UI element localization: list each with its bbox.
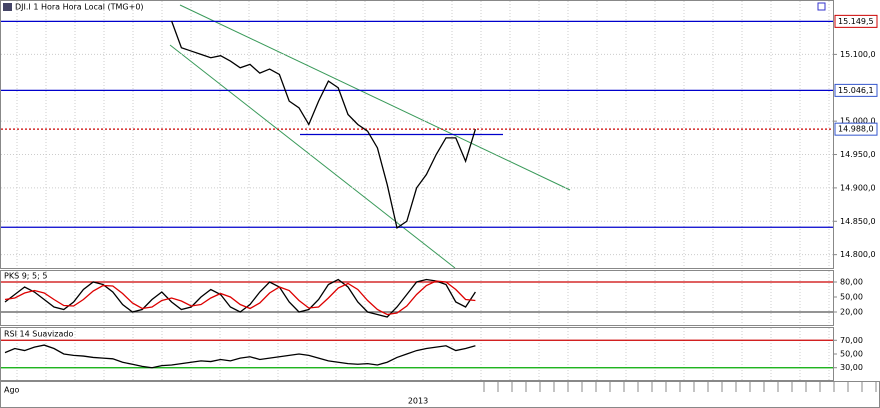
y-tick-label: 14.900,0 (840, 183, 876, 192)
y-tick-label: 50,00 (840, 293, 863, 302)
stoch-panel (0, 270, 834, 326)
y-tick-label: 50,00 (840, 350, 863, 359)
price-label: 14.988,0 (838, 125, 874, 134)
y-tick-label: 14.800,0 (840, 250, 876, 259)
trendline (179, 4, 571, 191)
y-tick-label: 20,00 (840, 308, 863, 317)
chart-title: DJI.I 1 Hora Hora Local (TMG+0) (15, 3, 144, 12)
series-line (4, 280, 476, 316)
y-tick-label: 14.850,0 (840, 217, 876, 226)
y-tick-label: 70,00 (840, 336, 863, 345)
price-label: 15.149,5 (838, 17, 874, 26)
main-panel (0, 0, 834, 269)
trendline (169, 44, 456, 269)
price-box (834, 14, 878, 28)
y-tick-label: 80,00 (840, 278, 863, 287)
price-box (834, 83, 878, 97)
series-line (4, 344, 476, 369)
y-tick-label: 14.950,0 (840, 150, 876, 159)
series-line (170, 20, 477, 230)
y-tick-label: 30,00 (840, 363, 863, 372)
price-box (834, 122, 878, 136)
window-button[interactable] (817, 2, 826, 11)
time-label: 2013 (408, 397, 428, 406)
price-label: 15.046,1 (838, 86, 874, 95)
panel-title: PKS 9; 5; 5 (4, 272, 47, 281)
y-tick-label: 15.100,0 (840, 50, 876, 59)
time-label: Ago (4, 386, 20, 395)
time-axis (0, 381, 880, 408)
y-tick-label: 15.000,0 (840, 117, 876, 126)
series-line (4, 278, 476, 318)
panel-title: RSI 14 Suavizado (4, 330, 73, 339)
icon (3, 3, 12, 11)
